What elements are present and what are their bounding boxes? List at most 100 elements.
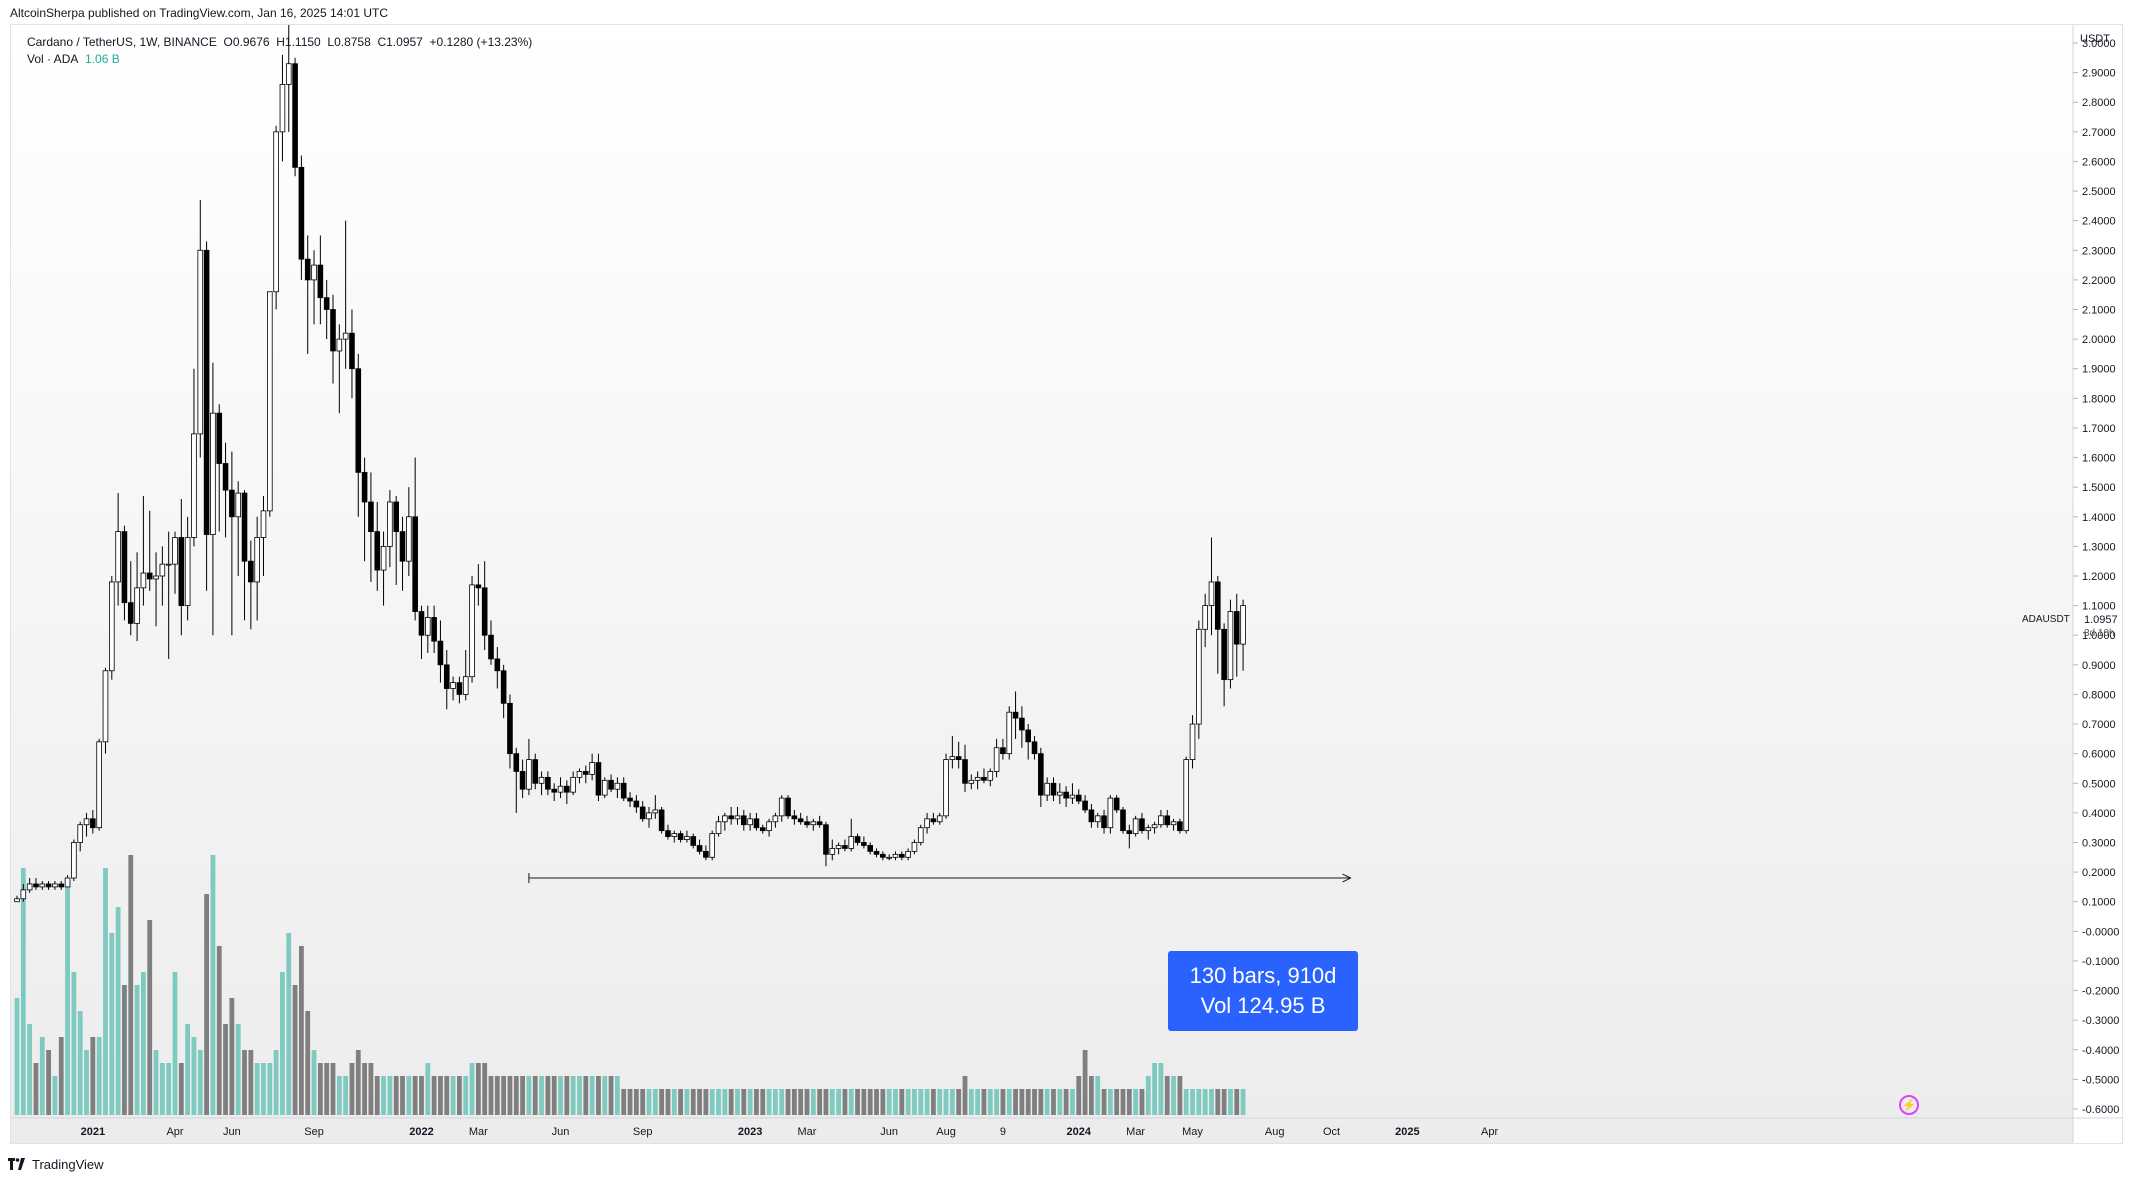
volume-bar [690,1089,696,1115]
candle-body [519,771,526,790]
footer-brand[interactable]: TradingView [8,1153,104,1175]
candle-body [20,889,27,900]
candle-body [709,833,715,858]
candle [690,833,697,849]
price-axis[interactable]: 3.0000 2.9000 2.8000 2.7000 2.6000 2.5000 2.40… [2073,38,2119,1116]
candle [1120,806,1126,834]
candlestick-chart[interactable]: 3.0000 2.9000 2.8000 2.7000 2.6000 2.5000 2.40… [11,25,2123,1144]
candle-body [1227,611,1234,681]
candle-body [26,883,33,891]
close-value: C1.0957 [377,35,423,49]
candle [1189,715,1196,769]
candle [848,818,855,852]
symbol-title[interactable]: Cardano / TetherUS, 1W, BINANCE [27,35,217,49]
volume-bar [848,1089,854,1115]
candle-body [1012,711,1019,719]
volume-bar [596,1076,601,1115]
candle [115,493,121,606]
candle [658,806,665,834]
currency-label[interactable]: USDT [2080,33,2110,45]
lightning-icon[interactable]: ⚡ [1899,1095,1919,1115]
candle [1221,623,1227,707]
candle-body [1164,815,1171,826]
ohlc-legend: Cardano / TetherUS, 1W, BINANCE O0.9676 … [27,35,532,49]
candle [791,809,798,825]
volume-bar [924,1089,930,1115]
candle [589,753,595,781]
volume-bar [867,1089,873,1115]
candle [374,501,381,591]
volume-bar [292,985,298,1115]
volume-bar [1070,1089,1075,1115]
volume-bar [747,1089,753,1115]
candle [1227,599,1234,689]
candle [665,824,671,840]
time-tick-label: 2025 [1395,1126,1419,1138]
candle [608,774,614,793]
candle-body [993,747,1000,772]
volume-bar [368,1063,374,1115]
volume-bar [608,1076,614,1115]
time-tick-label: 2024 [1067,1126,1092,1138]
volume-bar [216,946,222,1115]
candle-body [1101,815,1107,829]
candle [197,199,204,458]
candle [1183,756,1190,834]
candle-body [633,800,640,808]
candle-body [210,412,216,535]
candle [684,830,690,843]
candle [58,880,65,890]
price-tick-label: 0.7000 [2082,719,2116,731]
candle [507,694,513,769]
candle-body [1082,800,1088,811]
candle [899,851,905,861]
candle-body [361,471,368,503]
candle [1000,738,1006,760]
volume-bar [311,1050,317,1115]
candle-body [323,297,330,310]
candle [614,777,621,799]
price-tick-label: 1.1000 [2082,601,2116,613]
candle [127,561,134,636]
candle-body [374,531,381,571]
candle-body [96,741,102,829]
candle [235,481,242,576]
volume-bar [1025,1089,1031,1115]
candle [241,490,248,621]
candle-body [146,572,153,580]
volume-bar [507,1076,513,1115]
volume-bar [387,1076,393,1115]
volume-bar [463,1076,469,1115]
volume-bar [880,1089,886,1115]
volume-bar [1120,1089,1126,1115]
volume-bar [1215,1089,1221,1115]
candle-body [292,63,298,168]
volume-bar [1076,1076,1082,1115]
time-axis[interactable]: 2021 Apr Jun Sep 2022 Mar Jun Sep 2023 Mar Jun Aug 9… [81,1126,1499,1138]
candle [620,777,627,802]
volume-bar [501,1076,507,1115]
candle-body [1113,797,1120,811]
volume-bar [438,1076,443,1115]
candle [728,806,734,825]
candle [911,839,918,855]
candle-body [216,412,223,464]
high-value: H1.1150 [276,35,321,49]
volume-bar [299,946,304,1115]
volume-bar [1209,1089,1214,1115]
candle [469,576,475,683]
candle [703,845,709,861]
volume-bar [652,1089,658,1115]
candle [1202,593,1208,648]
candle [759,824,766,834]
chart-area[interactable]: 3.0000 2.9000 2.8000 2.7000 2.6000 2.5000 2.40… [10,24,2123,1144]
candle-body [684,836,690,840]
candle-body [1044,782,1050,796]
candle-body [102,670,109,743]
candle-body [614,782,621,790]
candle-body [285,63,292,85]
volume-bar [494,1076,500,1115]
price-tick-label: 2.8000 [2082,97,2116,109]
volume-label[interactable]: Vol · ADA [27,52,79,66]
candle-body [665,830,671,837]
